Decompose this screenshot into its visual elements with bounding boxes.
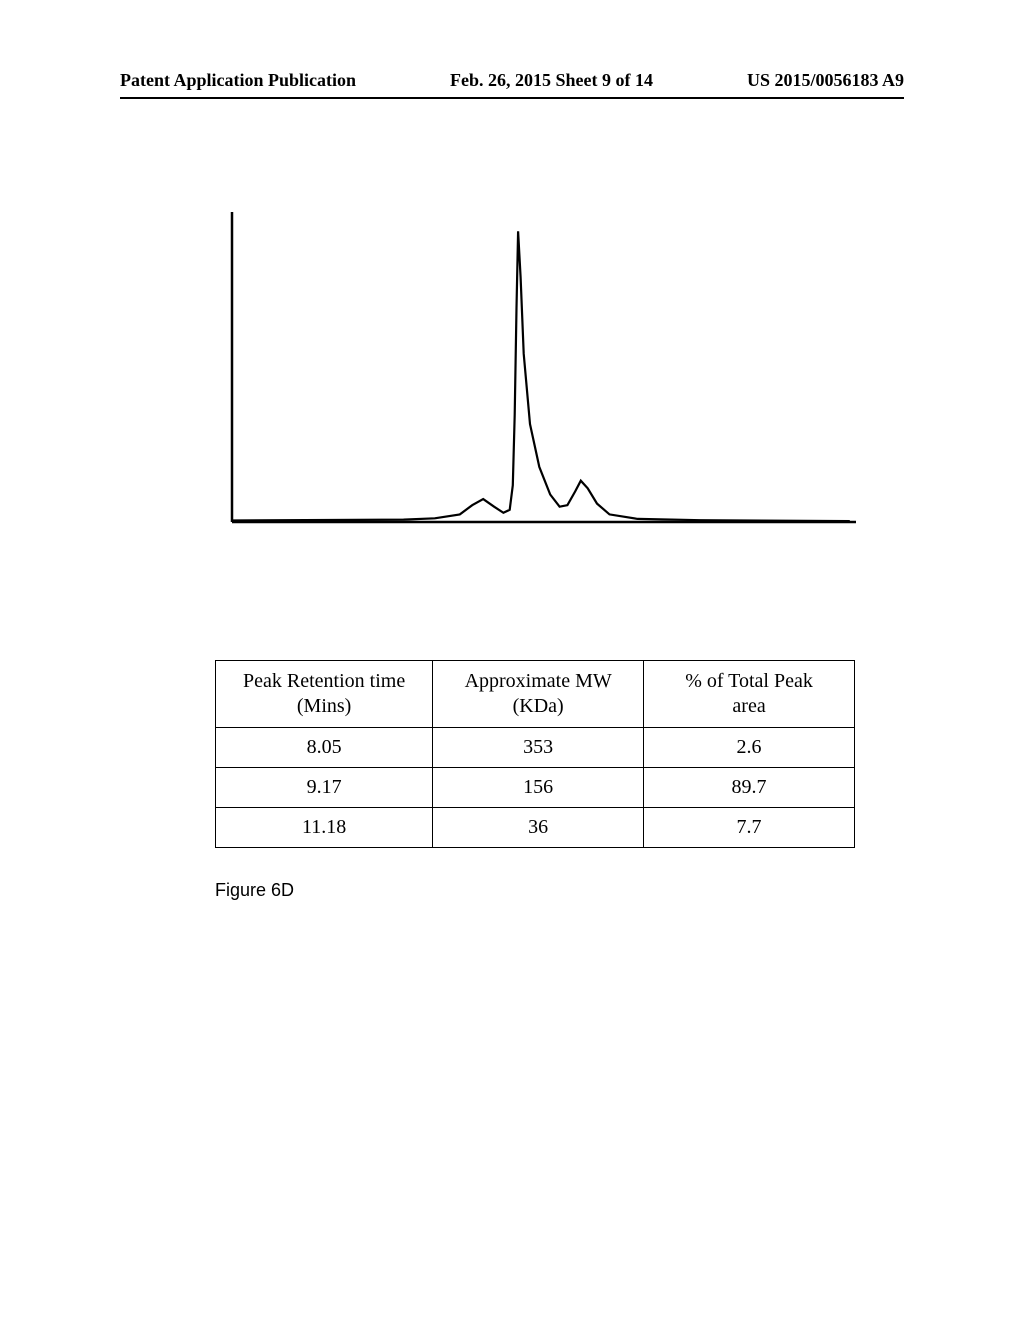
table-cell: 7.7: [644, 808, 855, 848]
table-header-row: Peak Retention time (Mins) Approximate M…: [216, 661, 855, 728]
chromatogram-svg: [220, 210, 860, 530]
peaks-table-region: Peak Retention time (Mins) Approximate M…: [215, 660, 855, 848]
chromatogram-trace: [232, 231, 850, 521]
figure-label: Figure 6D: [215, 880, 294, 901]
col-header-retention: Peak Retention time (Mins): [216, 661, 433, 728]
peaks-table: Peak Retention time (Mins) Approximate M…: [215, 660, 855, 848]
table-cell: 8.05: [216, 728, 433, 768]
col-header-unit: area: [732, 695, 765, 717]
col-header-area: % of Total Peak area: [644, 661, 855, 728]
page-root: Patent Application Publication Feb. 26, …: [0, 0, 1024, 1320]
table-row: 9.1715689.7: [216, 768, 855, 808]
col-header-text: Approximate MW: [465, 670, 612, 692]
table-cell: 36: [433, 808, 644, 848]
table-cell: 353: [433, 728, 644, 768]
header-center: Feb. 26, 2015 Sheet 9 of 14: [450, 70, 653, 91]
col-header-text: Peak Retention time: [243, 670, 405, 692]
col-header-mw: Approximate MW (KDa): [433, 661, 644, 728]
header-left: Patent Application Publication: [120, 70, 356, 91]
table-row: 8.053532.6: [216, 728, 855, 768]
table-cell: 2.6: [644, 728, 855, 768]
col-header-text: % of Total Peak: [685, 670, 813, 692]
table-cell: 156: [433, 768, 644, 808]
header-rule: [120, 97, 904, 99]
col-header-unit: (Mins): [297, 695, 351, 717]
page-header: Patent Application Publication Feb. 26, …: [90, 70, 934, 97]
table-cell: 89.7: [644, 768, 855, 808]
chromatogram-chart: [220, 210, 860, 530]
col-header-unit: (KDa): [513, 695, 564, 717]
table-row: 11.18367.7: [216, 808, 855, 848]
header-right: US 2015/0056183 A9: [747, 70, 904, 91]
table-cell: 11.18: [216, 808, 433, 848]
table-cell: 9.17: [216, 768, 433, 808]
